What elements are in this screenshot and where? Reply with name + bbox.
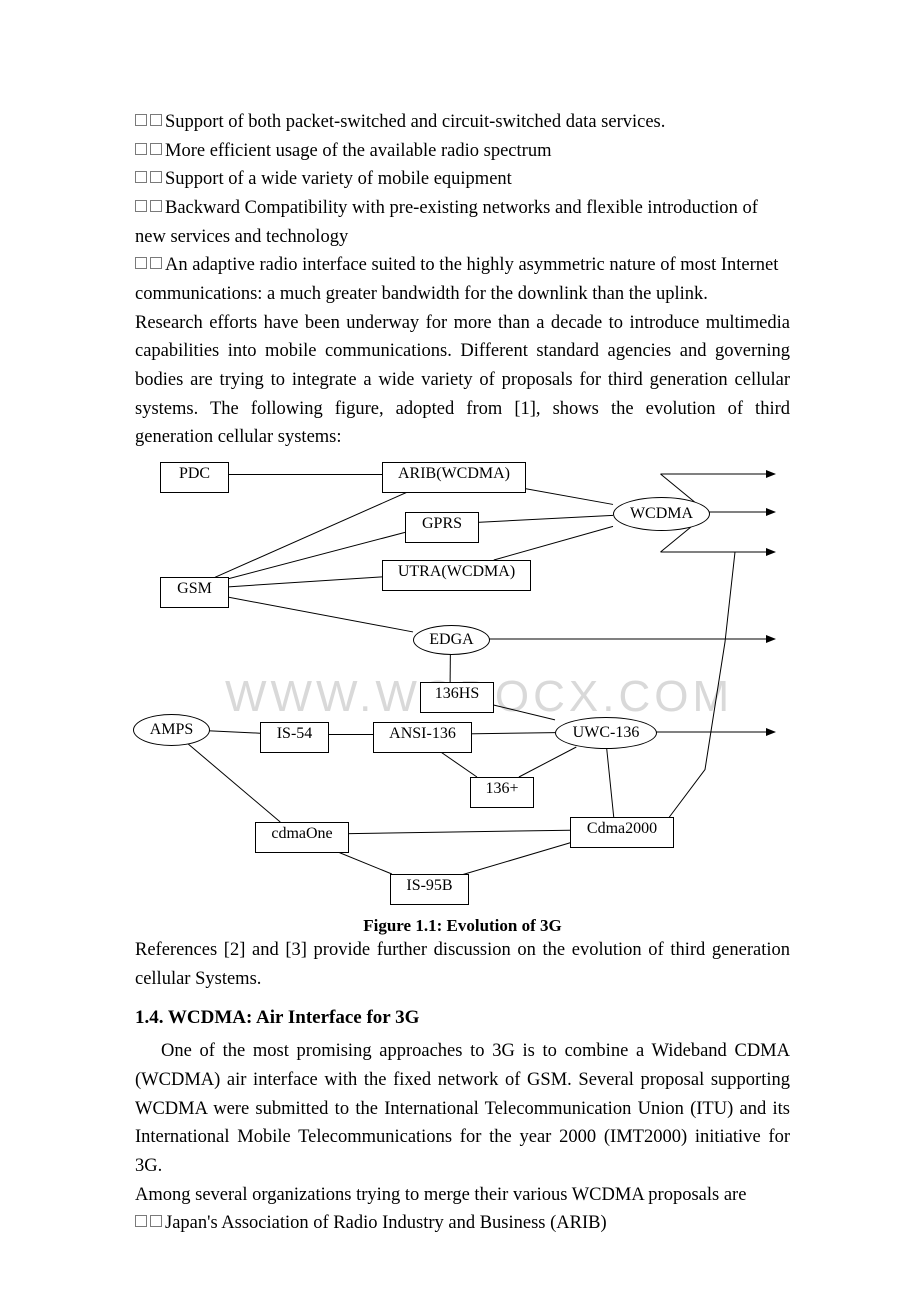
- bullet-text: Japan's Association of Radio Industry an…: [165, 1213, 607, 1233]
- diagram-node-uwc136: UWC-136: [555, 717, 657, 749]
- evolution-diagram: WWW.WODOCX.COM PDCGSMARIB(WCDMA)GPRSUTRA…: [135, 462, 795, 912]
- bullet-item: Support of a wide variety of mobile equi…: [135, 165, 790, 194]
- paragraph: References [2] and [3] provide further d…: [135, 936, 790, 993]
- diagram-node-cdmaone: cdmaOne: [255, 822, 349, 853]
- bullet-text: Support of both packet-switched and circ…: [165, 112, 665, 132]
- diagram-node-gprs: GPRS: [405, 512, 479, 543]
- bullet-item: Support of both packet-switched and circ…: [135, 108, 790, 137]
- bullet-text: An adaptive radio interface suited to th…: [135, 255, 778, 304]
- diagram-node-136hs: 136HS: [420, 682, 494, 713]
- diagram-node-edga: EDGA: [413, 625, 490, 655]
- diagram-node-wcdma: WCDMA: [613, 497, 710, 531]
- bullet-item: Japan's Association of Radio Industry an…: [135, 1209, 790, 1238]
- bullet-item: Backward Compatibility with pre-existing…: [135, 194, 790, 251]
- bullet-text: More efficient usage of the available ra…: [165, 141, 551, 161]
- diagram-node-is95b: IS-95B: [390, 874, 469, 905]
- paragraph: One of the most promising approaches to …: [135, 1037, 790, 1180]
- diagram-node-arib: ARIB(WCDMA): [382, 462, 526, 493]
- bullet-text: Support of a wide variety of mobile equi…: [165, 169, 512, 189]
- diagram-node-is54: IS-54: [260, 722, 329, 753]
- section-heading: 1.4. WCDMA: Air Interface for 3G: [135, 1007, 790, 1029]
- diagram-node-cdma2000: Cdma2000: [570, 817, 674, 848]
- diagram-node-136plus: 136+: [470, 777, 534, 808]
- paragraph: Among several organizations trying to me…: [135, 1181, 790, 1210]
- bullet-item: An adaptive radio interface suited to th…: [135, 251, 790, 308]
- diagram-node-amps: AMPS: [133, 714, 210, 746]
- figure-caption: Figure 1.1: Evolution of 3G: [135, 916, 790, 936]
- bullet-item: More efficient usage of the available ra…: [135, 137, 790, 166]
- bullet-text: Backward Compatibility with pre-existing…: [135, 198, 758, 247]
- diagram-node-pdc: PDC: [160, 462, 229, 493]
- diagram-node-utra: UTRA(WCDMA): [382, 560, 531, 591]
- paragraph: Research efforts have been underway for …: [135, 309, 790, 452]
- diagram-node-gsm: GSM: [160, 577, 229, 608]
- diagram-node-ansi136: ANSI-136: [373, 722, 472, 753]
